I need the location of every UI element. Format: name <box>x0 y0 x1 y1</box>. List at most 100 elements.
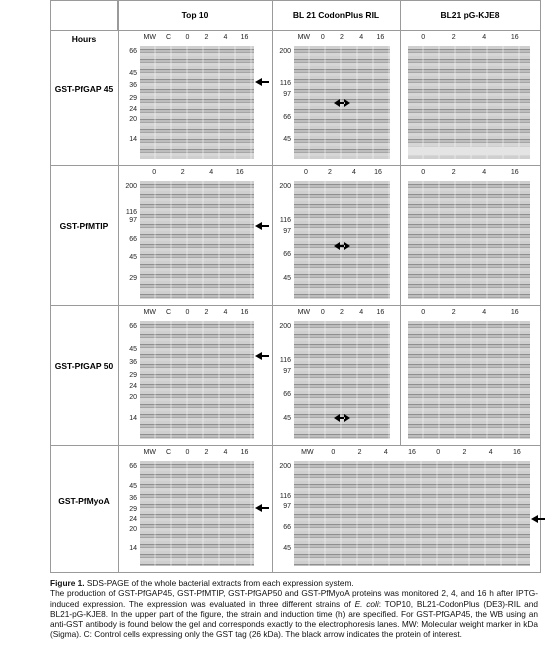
arrow-shape <box>334 241 350 250</box>
lane-label: 0 <box>304 169 308 176</box>
marker-label: 29 <box>129 94 137 102</box>
marker-label: 20 <box>129 526 137 534</box>
gel-image <box>140 181 254 299</box>
lane-label: 0 <box>320 309 325 316</box>
lane-label: 2 <box>451 34 456 41</box>
marker-label: 200 <box>279 323 291 330</box>
lane-label: MW <box>297 309 311 316</box>
lane-label: 16 <box>510 309 519 316</box>
marker-label: 116 <box>279 356 291 364</box>
lane-label: 0 <box>320 34 325 41</box>
column-header: BL 21 CodonPlus RIL <box>292 10 380 20</box>
lane-label: 2 <box>357 449 362 456</box>
table-cell <box>50 165 119 306</box>
lane-label: MW <box>143 309 156 316</box>
arrow <box>255 221 269 230</box>
gel-image <box>140 46 254 159</box>
lane-label: 4 <box>223 309 228 316</box>
lane-label: 4 <box>359 309 364 316</box>
table-cell <box>50 30 119 166</box>
lane-label: 16 <box>240 34 249 41</box>
marker-label: 20 <box>129 393 137 401</box>
lane-label: 2 <box>462 449 467 456</box>
arrow-shape <box>255 352 269 361</box>
marker-label: 66 <box>129 463 137 470</box>
lane-label: 2 <box>340 309 344 316</box>
lane-label: 2 <box>340 34 344 41</box>
lane-label: 2 <box>451 169 456 176</box>
caption-italic: E. coli <box>354 598 379 609</box>
marker-label: 66 <box>283 523 291 531</box>
arrow-shape <box>255 221 269 230</box>
lane-label: 0 <box>185 449 190 456</box>
hours-label: Hours <box>71 34 97 44</box>
lane-label: 16 <box>235 169 244 176</box>
marker-label: 116 <box>279 492 291 500</box>
lane-label: 0 <box>421 169 426 176</box>
marker-label: 29 <box>129 275 137 283</box>
table-cell <box>50 305 119 446</box>
marker-label: 66 <box>283 113 291 121</box>
marker-label: 200 <box>279 463 291 470</box>
lane-label: 4 <box>482 309 487 316</box>
marker-label: 29 <box>129 506 137 514</box>
marker-label: 29 <box>129 371 137 379</box>
marker-label: 45 <box>283 136 291 144</box>
lane-label: 16 <box>240 309 249 316</box>
arrow-shape <box>255 504 269 513</box>
gel-image <box>408 46 530 159</box>
lane-label: 4 <box>482 169 487 176</box>
arrow <box>255 504 269 513</box>
gel-image <box>294 321 390 439</box>
marker-label: 200 <box>125 183 137 190</box>
marker-label: 24 <box>129 383 137 391</box>
gel-image <box>140 321 254 439</box>
gel-image <box>140 461 254 566</box>
marker-label: 66 <box>129 235 137 243</box>
marker-label: 200 <box>279 183 291 190</box>
row-label: GST-PfGAP 45 <box>54 84 114 94</box>
lane-label: 4 <box>359 34 364 41</box>
figure-caption: Figure 1. SDS-PAGE of the whole bacteria… <box>50 578 538 640</box>
lane-label: 16 <box>510 169 519 176</box>
gel-image <box>408 181 530 299</box>
arrow <box>334 413 350 422</box>
marker-label: 97 <box>283 90 291 98</box>
lane-label: 4 <box>352 169 356 176</box>
caption-title: SDS-PAGE of the whole bacterial extracts… <box>86 578 354 588</box>
marker-label: 36 <box>129 495 137 502</box>
lane-label: C <box>165 34 172 41</box>
marker-label: 45 <box>129 254 137 262</box>
western-blot <box>408 147 530 155</box>
lane-label: 0 <box>331 449 336 456</box>
lane-label: 2 <box>204 309 209 316</box>
marker-label: 97 <box>283 367 291 375</box>
marker-label: 45 <box>283 415 291 423</box>
row-label: GST-PfMyoA <box>58 495 110 506</box>
marker-label: 66 <box>129 48 137 55</box>
marker-label: 24 <box>129 516 137 524</box>
lane-label: 4 <box>223 34 228 41</box>
lane-label: 0 <box>185 309 190 316</box>
marker-label: 14 <box>129 136 137 144</box>
lane-label: 4 <box>488 449 493 456</box>
marker-label: 14 <box>129 544 137 552</box>
table-cell <box>50 445 119 573</box>
caption-text: The production of GST-PfGAP45, GST-PfMTI… <box>50 588 538 609</box>
lane-label: C <box>165 449 172 456</box>
marker-label: 66 <box>283 251 291 259</box>
marker-label: 45 <box>129 345 137 353</box>
marker-label: 45 <box>283 275 291 283</box>
lane-label: MW <box>143 449 156 456</box>
lane-label: 4 <box>223 449 228 456</box>
caption-label: Figure 1. <box>50 578 85 588</box>
marker-label: 97 <box>283 227 291 235</box>
marker-label: 66 <box>283 391 291 399</box>
lane-label: MW <box>297 34 311 41</box>
marker-label: 45 <box>283 544 291 552</box>
lane-label: 2 <box>180 169 185 176</box>
row-label: GST-PfMTIP <box>59 221 109 231</box>
lane-label: 16 <box>408 449 416 456</box>
lane-label: 2 <box>328 169 332 176</box>
